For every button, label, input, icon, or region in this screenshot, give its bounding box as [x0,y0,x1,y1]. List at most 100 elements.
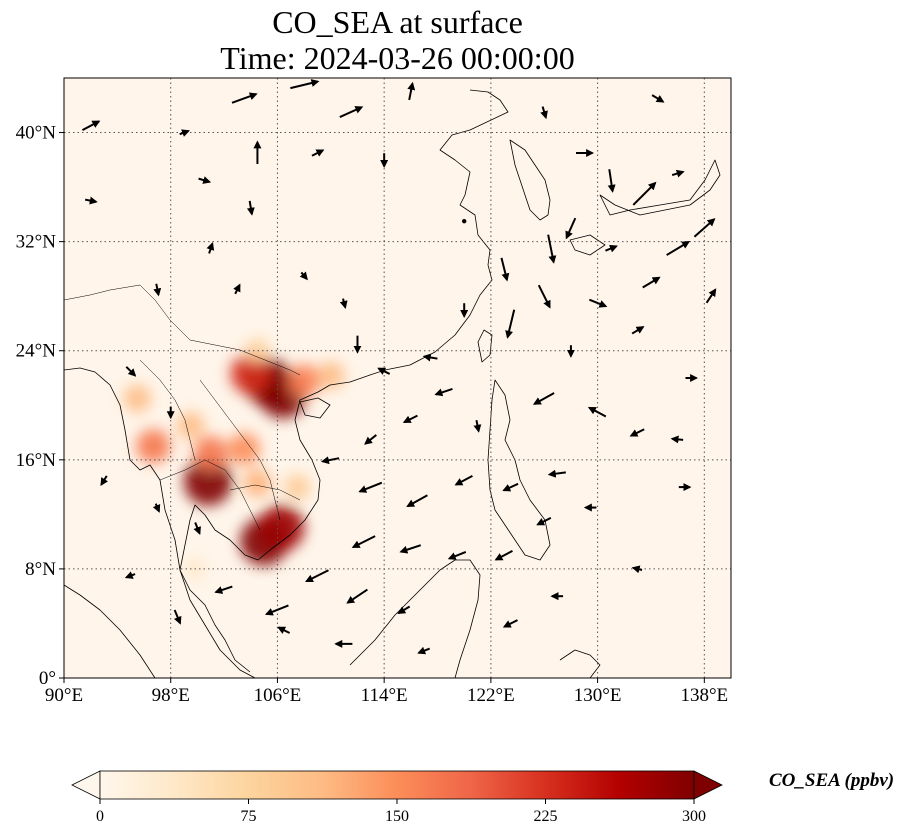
wind-vector [346,588,368,604]
colorbar-tick-label: 225 [534,808,558,825]
co-hotspot [193,435,228,471]
wind-vectors [81,79,717,655]
wind-vector [402,414,418,424]
colorbar-label: CO_SEA (ppbv) [769,770,895,791]
wind-vector [587,406,607,418]
coastline-china-east [317,89,509,393]
wind-vector [547,469,566,478]
wind-vector [532,392,555,405]
wind-vector [179,129,190,137]
wind-vector [631,326,645,335]
wind-vector [447,551,467,560]
wind-vector [364,434,377,445]
wind-vector [631,565,643,574]
y-tick-label: 16°N [16,450,57,471]
map-frame [63,77,732,679]
wind-vector [537,284,551,309]
wind-vector [339,298,348,309]
co-hotspot [287,364,321,398]
x-tick-label: 90°E [45,685,83,706]
y-tick-label: 40°N [16,123,57,144]
gridlines [64,78,731,678]
wind-vector [705,288,717,304]
wind-vector [351,535,376,549]
wind-vector [377,367,391,375]
wind-vector [502,482,519,492]
wind-vector [565,217,577,240]
wind-vector [233,283,241,295]
country-borders [64,284,301,531]
wind-vector [417,646,431,655]
x-tick-label: 106°E [254,685,302,706]
wind-vector [406,494,428,508]
colorbar-tick-label: 75 [241,808,257,825]
co-hotspot [228,432,261,465]
wind-vector [198,176,212,184]
x-tick-label: 98°E [152,685,190,706]
wind-vector [231,92,258,104]
wind-vector [494,549,513,561]
co-hotspot [230,353,272,395]
wind-vector [666,240,691,256]
y-tick-label: 8°N [25,559,56,580]
wind-vector [505,309,516,339]
wind-vector [422,353,438,362]
coastline-sulawesi [559,649,601,678]
co-hotspot [243,468,272,498]
co-hotspot [245,338,270,363]
x-tick-label: 114°E [361,685,408,706]
wind-vector [536,516,552,526]
wind-vector [358,481,383,493]
co-hotspot [176,411,205,440]
wind-vector [173,609,182,625]
co-hotspot [316,361,345,390]
wind-vector [124,571,136,579]
wind-vector [84,196,98,205]
colorbar-tick-label: 300 [682,808,706,825]
co-hotspot [184,457,233,506]
wind-vector [320,456,340,465]
coastline-borneo [349,559,481,678]
wind-vector [153,283,162,297]
coastline-hainan [299,397,331,419]
wind-vector [693,218,716,238]
wind-vector [588,298,608,308]
y-tick-label: 0° [39,668,56,689]
coastline-vietnam [257,391,321,561]
colorbar-extend-min [71,770,101,800]
wind-vector [81,120,101,132]
colorbar: 0 75 150 225 300 [71,770,723,825]
wind-vector [193,522,201,535]
coastline-malay-peninsula [179,569,256,678]
wind-vector [214,585,233,594]
colorbar-tick-label: 150 [385,808,409,825]
y-tick-label: 32°N [16,232,57,253]
wind-vector [607,169,616,193]
co-hotspot [123,384,152,413]
wind-vector [651,94,665,103]
wind-vector [399,544,422,554]
wind-vector [339,106,364,118]
chart-time-subtitle: Time: 2024-03-26 00:00:00 [220,40,575,76]
wind-vector [152,503,161,513]
wind-vector [434,387,453,397]
coastline-myanmar-west [64,367,181,571]
colorbar-tick-label: 0 [96,808,104,825]
chart-title: CO_SEA at surface [272,4,523,40]
wind-vector [290,79,320,90]
wind-vector [632,181,657,206]
co-concentration-field [123,338,345,580]
wind-vector [670,435,684,444]
coastline-gulf-of-thailand [179,504,259,673]
wind-vector [206,241,215,254]
wind-vector [629,428,645,437]
wind-vector [473,420,482,433]
y-tick-label: 24°N [16,341,57,362]
x-tick-label: 122°E [467,685,515,706]
wind-vector [671,169,685,178]
wind-vector [540,106,548,120]
co-hotspot [258,505,305,551]
coastline-korea [509,139,551,221]
wind-vector [277,626,291,634]
